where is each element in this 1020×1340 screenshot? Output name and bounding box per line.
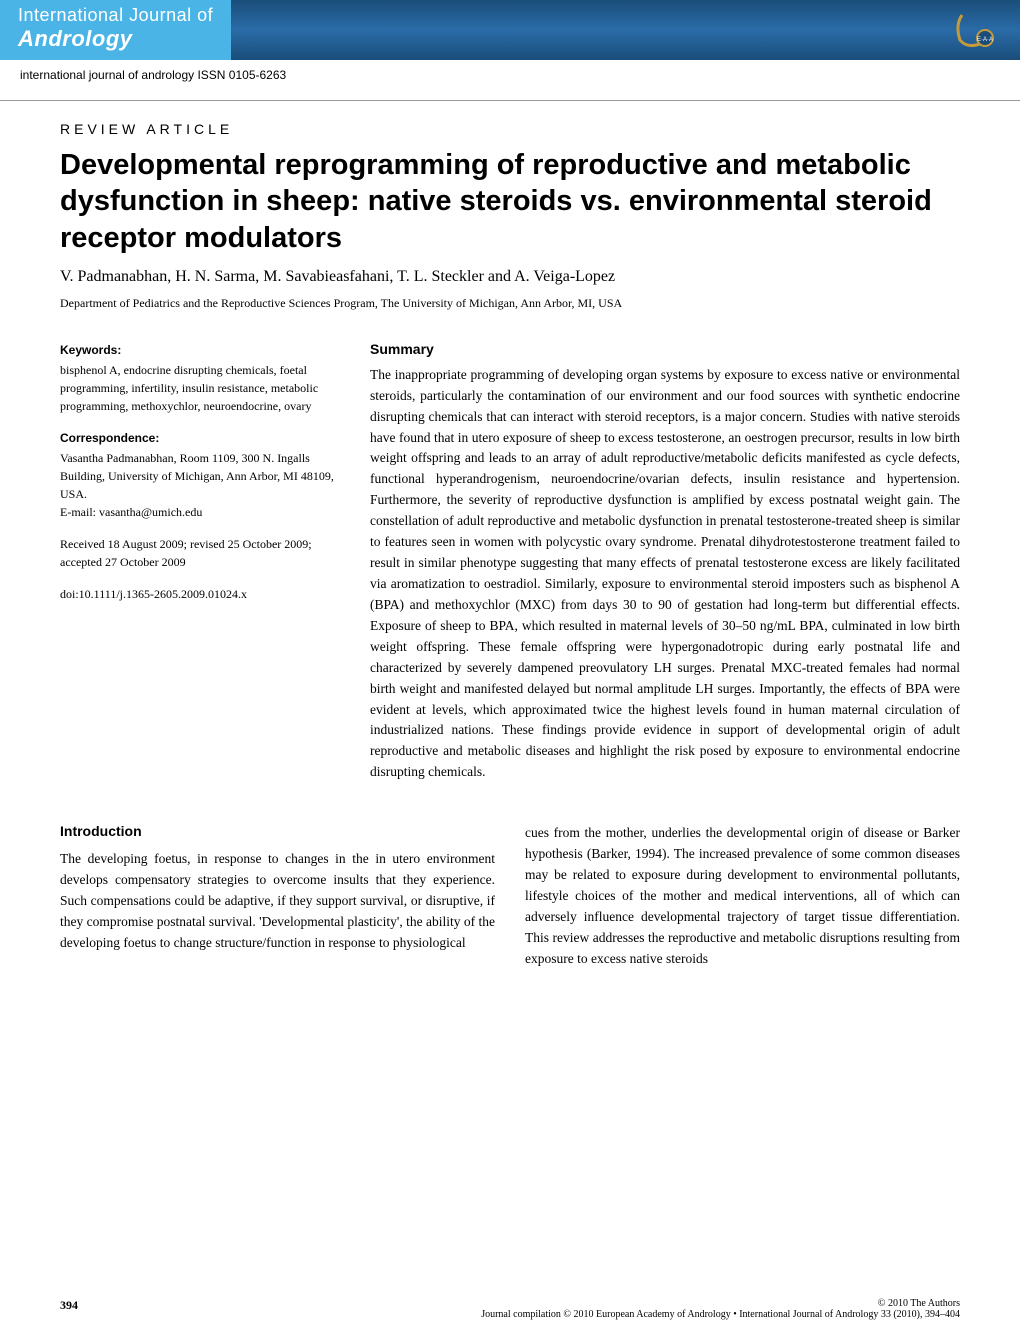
intro-left-column: Introduction The developing foetus, in r… bbox=[60, 823, 495, 969]
svg-text:E·A·A: E·A·A bbox=[977, 37, 993, 43]
metadata-summary-row: Keywords: bisphenol A, endocrine disrupt… bbox=[60, 341, 960, 783]
correspondence-email: E-mail: vasantha@umich.edu bbox=[60, 503, 340, 521]
journal-header-banner: International Journal of Andrology E·A·A bbox=[0, 0, 1020, 60]
journal-name-line1: International Journal of bbox=[18, 5, 213, 26]
article-affiliation: Department of Pediatrics and the Reprodu… bbox=[60, 296, 960, 311]
article-type: REVIEW ARTICLE bbox=[60, 121, 960, 137]
keywords-heading: Keywords: bbox=[60, 341, 340, 359]
page-footer: 394 © 2010 The Authors Journal compilati… bbox=[60, 1298, 960, 1320]
introduction-text-left: The developing foetus, in response to ch… bbox=[60, 849, 495, 954]
article-authors: V. Padmanabhan, H. N. Sarma, M. Savabiea… bbox=[60, 268, 960, 286]
journal-name-line2: Andrology bbox=[18, 26, 213, 52]
summary-heading: Summary bbox=[370, 341, 960, 357]
article-title: Developmental reprogramming of reproduct… bbox=[60, 147, 960, 256]
article-content: REVIEW ARTICLE Developmental reprogrammi… bbox=[0, 121, 1020, 970]
introduction-text-right: cues from the mother, underlies the deve… bbox=[525, 823, 960, 969]
journal-citation-line: Journal compilation © 2010 European Acad… bbox=[481, 1309, 960, 1320]
summary-text: The inappropriate programming of develop… bbox=[370, 365, 960, 783]
eaa-logo-icon: E·A·A bbox=[950, 10, 1000, 50]
correspondence-text: Vasantha Padmanabhan, Room 1109, 300 N. … bbox=[60, 449, 340, 503]
correspondence-heading: Correspondence: bbox=[60, 429, 340, 447]
introduction-heading: Introduction bbox=[60, 823, 495, 839]
page-number: 394 bbox=[60, 1298, 78, 1320]
keywords-text: bisphenol A, endocrine disrupting chemic… bbox=[60, 361, 340, 415]
metadata-sidebar: Keywords: bisphenol A, endocrine disrupt… bbox=[60, 341, 340, 783]
issn-line: international journal of andrology ISSN … bbox=[0, 60, 1020, 101]
introduction-section: Introduction The developing foetus, in r… bbox=[60, 823, 960, 969]
intro-right-column: cues from the mother, underlies the deve… bbox=[525, 823, 960, 969]
received-dates: Received 18 August 2009; revised 25 Octo… bbox=[60, 535, 340, 571]
summary-column: Summary The inappropriate programming of… bbox=[370, 341, 960, 783]
journal-logo: International Journal of Andrology bbox=[0, 0, 231, 60]
footer-right: © 2010 The Authors Journal compilation ©… bbox=[481, 1298, 960, 1320]
copyright-line: © 2010 The Authors bbox=[481, 1298, 960, 1309]
doi-text: doi:10.1111/j.1365-2605.2009.01024.x bbox=[60, 585, 340, 603]
